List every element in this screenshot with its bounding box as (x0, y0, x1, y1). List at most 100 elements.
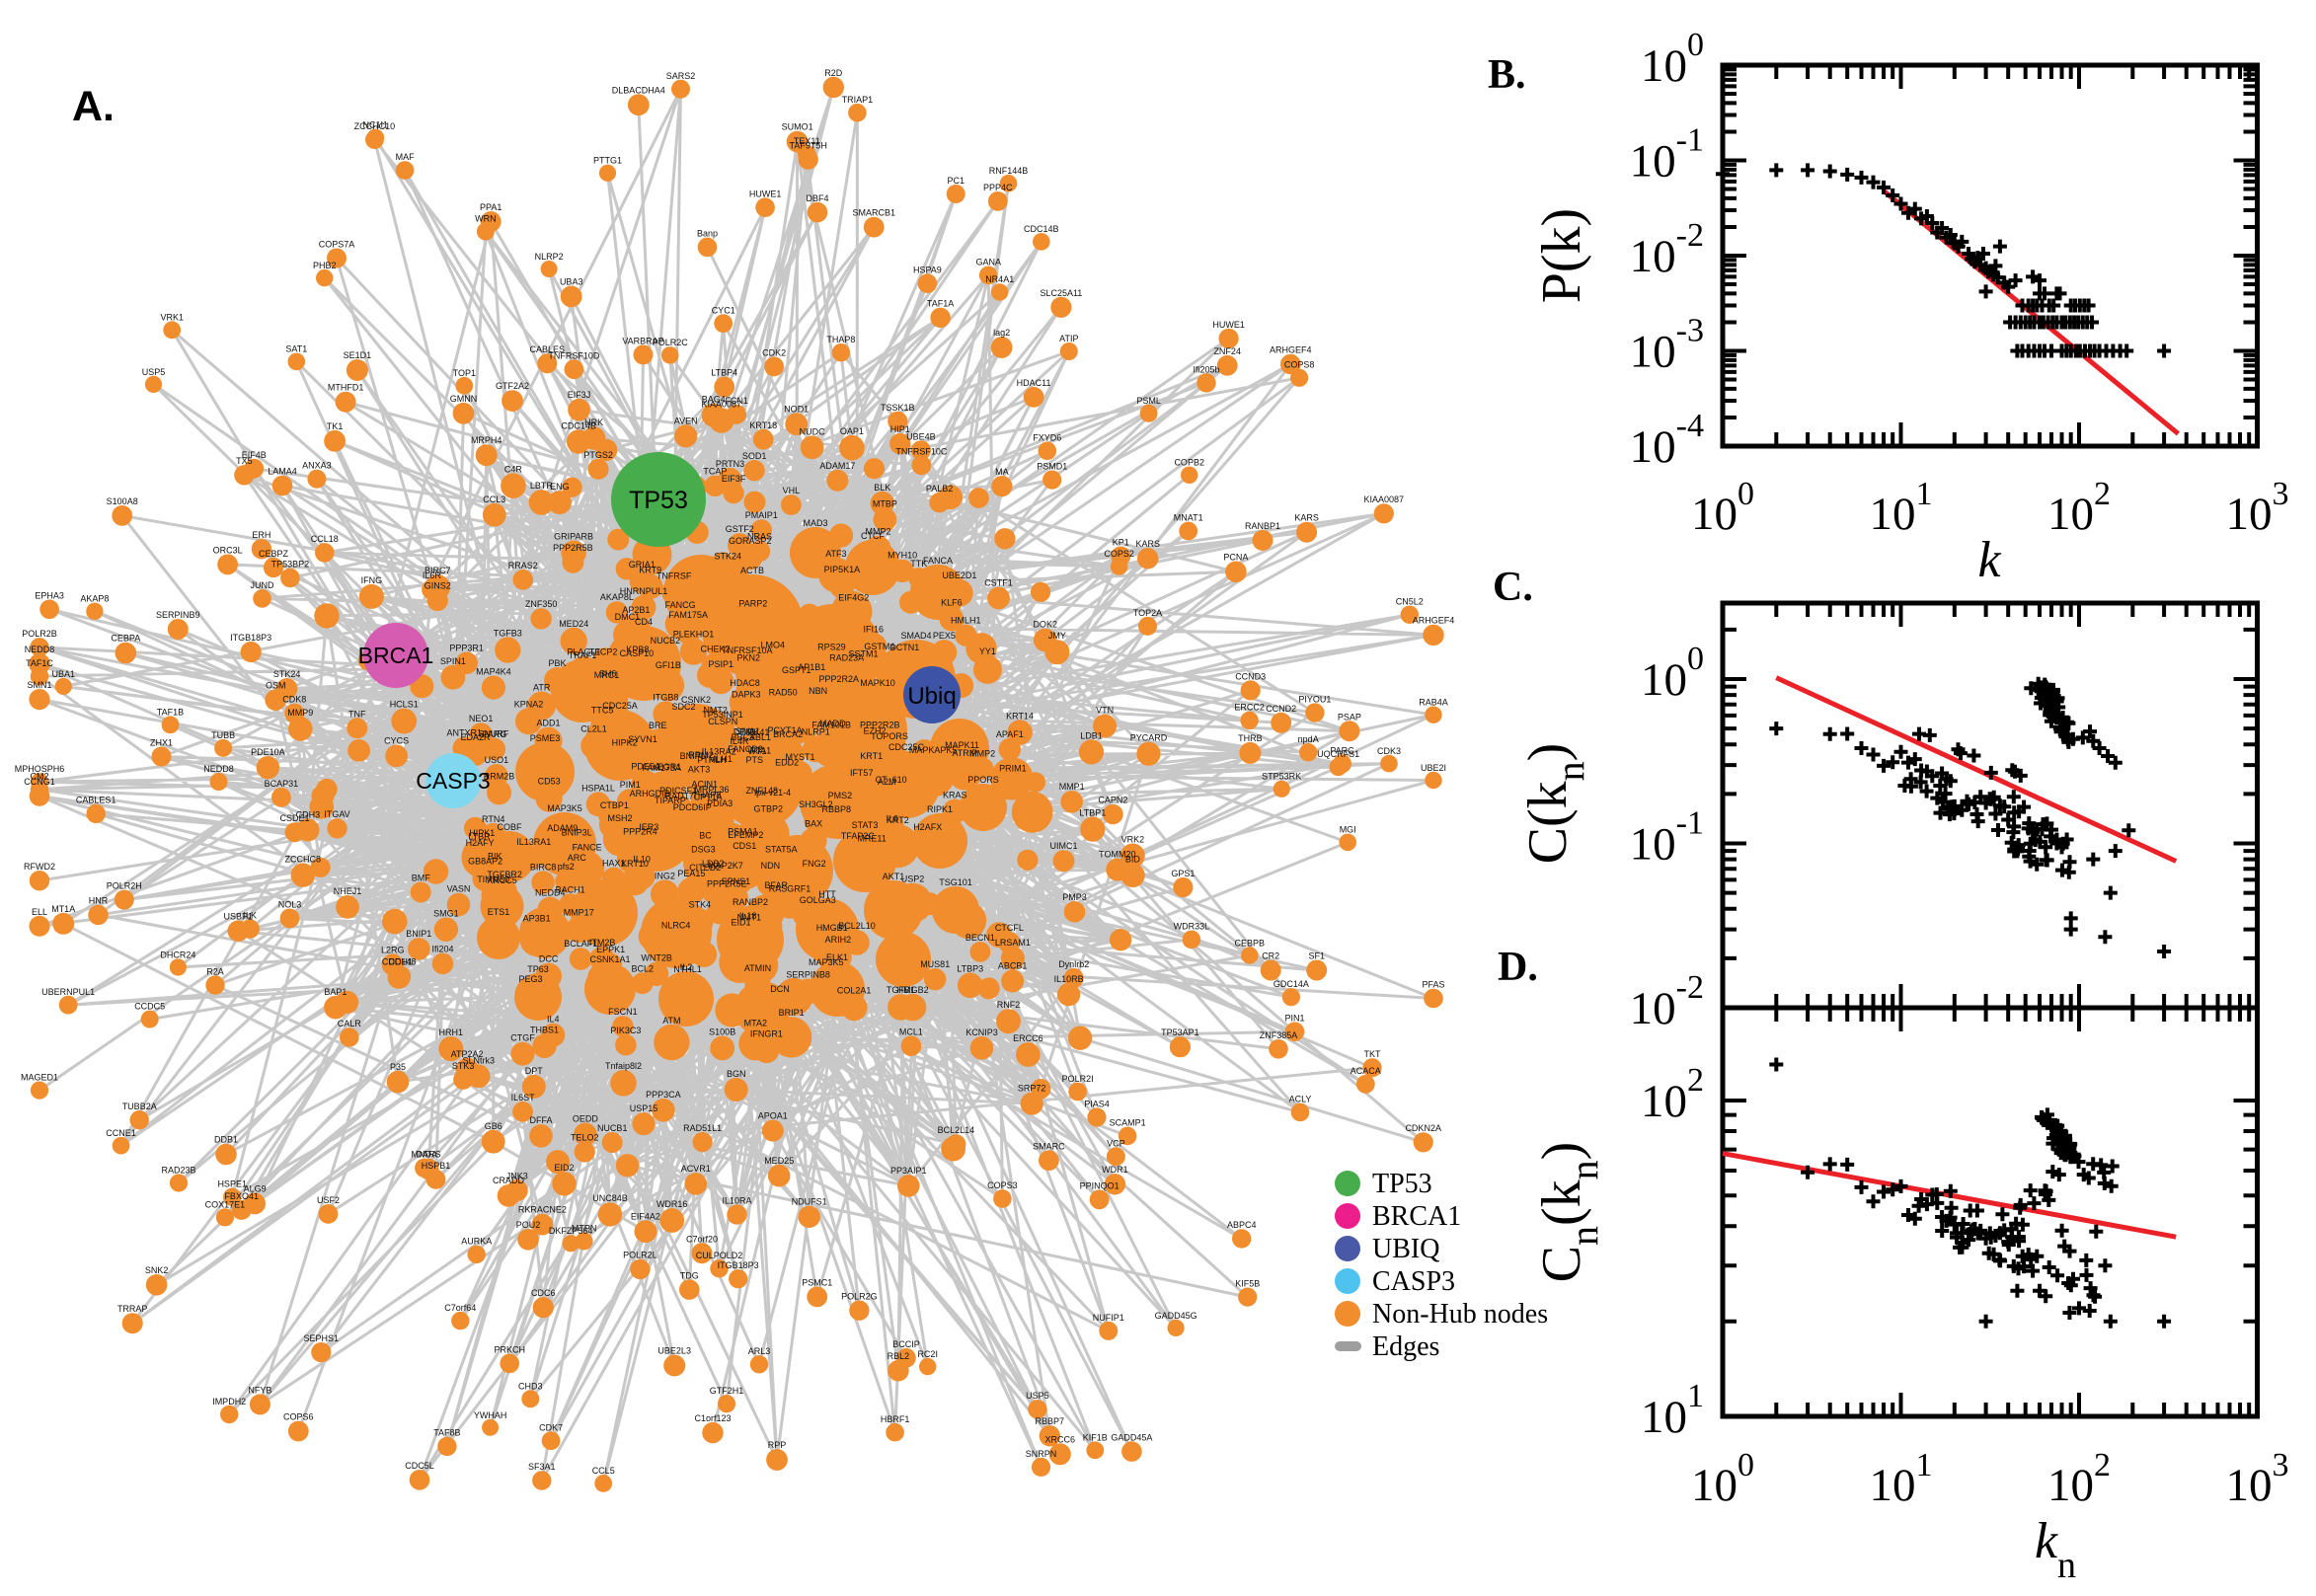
svg-text:MYST1: MYST1 (785, 752, 814, 762)
svg-text:JMY: JMY (1048, 631, 1066, 641)
svg-text:UNC84B: UNC84B (592, 1193, 628, 1203)
svg-text:PRIM1: PRIM1 (999, 763, 1027, 773)
svg-text:CN5L2: CN5L2 (1396, 597, 1424, 607)
svg-text:R2A: R2A (206, 966, 224, 976)
svg-text:CTBP1: CTBP1 (600, 800, 629, 810)
svg-text:CM2: CM2 (30, 772, 48, 782)
svg-text:PMP3: PMP3 (1062, 892, 1087, 902)
svg-text:SERPINB9: SERPINB9 (156, 610, 200, 620)
svg-text:RBBP7: RBBP7 (1036, 1416, 1065, 1426)
svg-text:GTF2H1: GTF2H1 (710, 1386, 744, 1396)
svg-text:Cn(kn): Cn(kn) (1531, 1142, 1606, 1283)
svg-text:PSMA1: PSMA1 (728, 827, 758, 837)
svg-text:FAM173A: FAM173A (642, 763, 681, 773)
svg-text:MED25: MED25 (764, 1156, 794, 1166)
svg-text:TOMM20: TOMM20 (1099, 850, 1135, 860)
svg-text:MRPH4: MRPH4 (471, 435, 502, 445)
svg-text:CDC6: CDC6 (531, 1288, 556, 1298)
svg-text:lag2: lag2 (993, 328, 1010, 338)
svg-text:BRIP1: BRIP1 (779, 1008, 805, 1018)
svg-text:MRC1: MRC1 (594, 670, 620, 680)
svg-text:POLR2L: POLR2L (623, 1251, 657, 1260)
svg-text:JUND: JUND (251, 580, 274, 590)
svg-text:PDICSF1: PDICSF1 (659, 786, 697, 796)
svg-text:LTBP3: LTBP3 (957, 964, 983, 974)
svg-text:USF2: USF2 (317, 1195, 340, 1205)
svg-text:GB8AP2: GB8AP2 (468, 857, 502, 867)
svg-text:lpk-v21-4: lpk-v21-4 (754, 788, 791, 798)
svg-text:YWHAH: YWHAH (474, 1410, 507, 1420)
svg-text:TK1: TK1 (327, 421, 344, 431)
svg-text:CTCFL: CTCFL (995, 923, 1024, 933)
svg-text:DFFA: DFFA (529, 1115, 552, 1125)
svg-text:BACH1: BACH1 (556, 884, 585, 894)
svg-text:KPB8: KPB8 (626, 645, 649, 654)
svg-text:AKAP8: AKAP8 (80, 594, 109, 604)
svg-text:UBERNPUL1: UBERNPUL1 (41, 987, 95, 997)
svg-text:DOK2: DOK2 (1033, 620, 1057, 630)
svg-text:ARL3: ARL3 (748, 1346, 771, 1356)
svg-text:PIYOU1: PIYOU1 (1298, 694, 1331, 704)
svg-text:PTS: PTS (746, 755, 764, 765)
svg-text:TP63: TP63 (527, 964, 549, 974)
svg-text:COX17E1: COX17E1 (205, 1199, 246, 1209)
svg-text:S100B: S100B (709, 1027, 735, 1037)
svg-text:CDC25A: CDC25A (602, 701, 638, 711)
svg-text:STAT5A: STAT5A (765, 845, 798, 855)
svg-text:PIN1: PIN1 (1284, 1014, 1304, 1024)
svg-text:EID1: EID1 (731, 918, 750, 928)
svg-text:ATMIN: ATMIN (744, 963, 771, 973)
svg-text:SMARC: SMARC (1033, 1141, 1065, 1151)
svg-text:SYVN1: SYVN1 (628, 734, 657, 744)
svg-text:pfs2: pfs2 (558, 862, 575, 872)
svg-text:ARHGEF4: ARHGEF4 (1413, 616, 1455, 626)
svg-text:IL13RA2: IL13RA2 (702, 746, 736, 756)
svg-text:npdA: npdA (1298, 734, 1319, 744)
svg-text:POLR2H: POLR2H (107, 881, 142, 891)
svg-text:PMAIP1: PMAIP1 (745, 510, 778, 520)
svg-text:MMP17: MMP17 (564, 908, 594, 918)
svg-text:UQCRFS1: UQCRFS1 (1317, 749, 1359, 759)
svg-text:ERCC2: ERCC2 (1234, 703, 1265, 713)
svg-text:BIRC8: BIRC8 (530, 862, 557, 872)
svg-text:LMO4: LMO4 (760, 641, 785, 650)
svg-text:USBP1: USBP1 (224, 912, 254, 922)
svg-text:WT1: WT1 (747, 746, 766, 756)
svg-text:ENG: ENG (550, 482, 570, 492)
svg-text:MRPL36: MRPL36 (694, 785, 729, 795)
svg-text:JNK3: JNK3 (506, 1171, 528, 1180)
svg-text:MCL1: MCL1 (899, 1026, 923, 1036)
svg-text:POU2: POU2 (516, 1220, 541, 1230)
svg-text:NUCB2: NUCB2 (651, 636, 681, 646)
svg-text:TRIAP1: TRIAP1 (842, 95, 874, 105)
svg-text:ABPC4: ABPC4 (1227, 1220, 1257, 1230)
svg-text:NDN: NDN (761, 861, 781, 871)
svg-text:RTN4: RTN4 (482, 814, 504, 824)
svg-text:RNF2: RNF2 (997, 1000, 1021, 1010)
svg-text:BNIP1: BNIP1 (406, 929, 431, 939)
svg-text:IFNGR1: IFNGR1 (750, 1029, 783, 1039)
svg-text:TGFB1: TGFB1 (887, 985, 915, 995)
svg-text:TP53INP1: TP53INP1 (702, 710, 743, 720)
svg-text:BC: BC (699, 831, 712, 841)
svg-text:NFYB: NFYB (248, 1386, 271, 1396)
svg-text:AP2B1: AP2B1 (622, 605, 650, 615)
svg-text:CITED2: CITED2 (689, 863, 721, 873)
svg-text:TCAP: TCAP (703, 467, 727, 477)
svg-text:NTHL1: NTHL1 (673, 964, 702, 974)
svg-text:CEBPZ: CEBPZ (259, 549, 289, 559)
svg-text:HNRNPUL1: HNRNPUL1 (620, 586, 668, 596)
svg-text:PC1: PC1 (947, 176, 965, 186)
svg-text:PPP4C: PPP4C (983, 183, 1013, 192)
svg-text:COPB2: COPB2 (1174, 458, 1204, 468)
svg-text:A2M: A2M (878, 777, 896, 787)
svg-text:MAP4K4: MAP4K4 (476, 667, 511, 677)
svg-text:MNDA: MNDA (412, 1150, 438, 1160)
svg-text:HDAC8: HDAC8 (730, 678, 760, 688)
svg-text:SE1D1: SE1D1 (344, 350, 372, 360)
svg-text:CULPOLD2: CULPOLD2 (696, 1251, 743, 1260)
svg-text:R2D: R2D (824, 68, 843, 78)
svg-text:CCND2: CCND2 (1266, 704, 1296, 714)
svg-text:FANCG: FANCG (665, 600, 696, 610)
svg-text:PSIP1: PSIP1 (709, 659, 734, 669)
